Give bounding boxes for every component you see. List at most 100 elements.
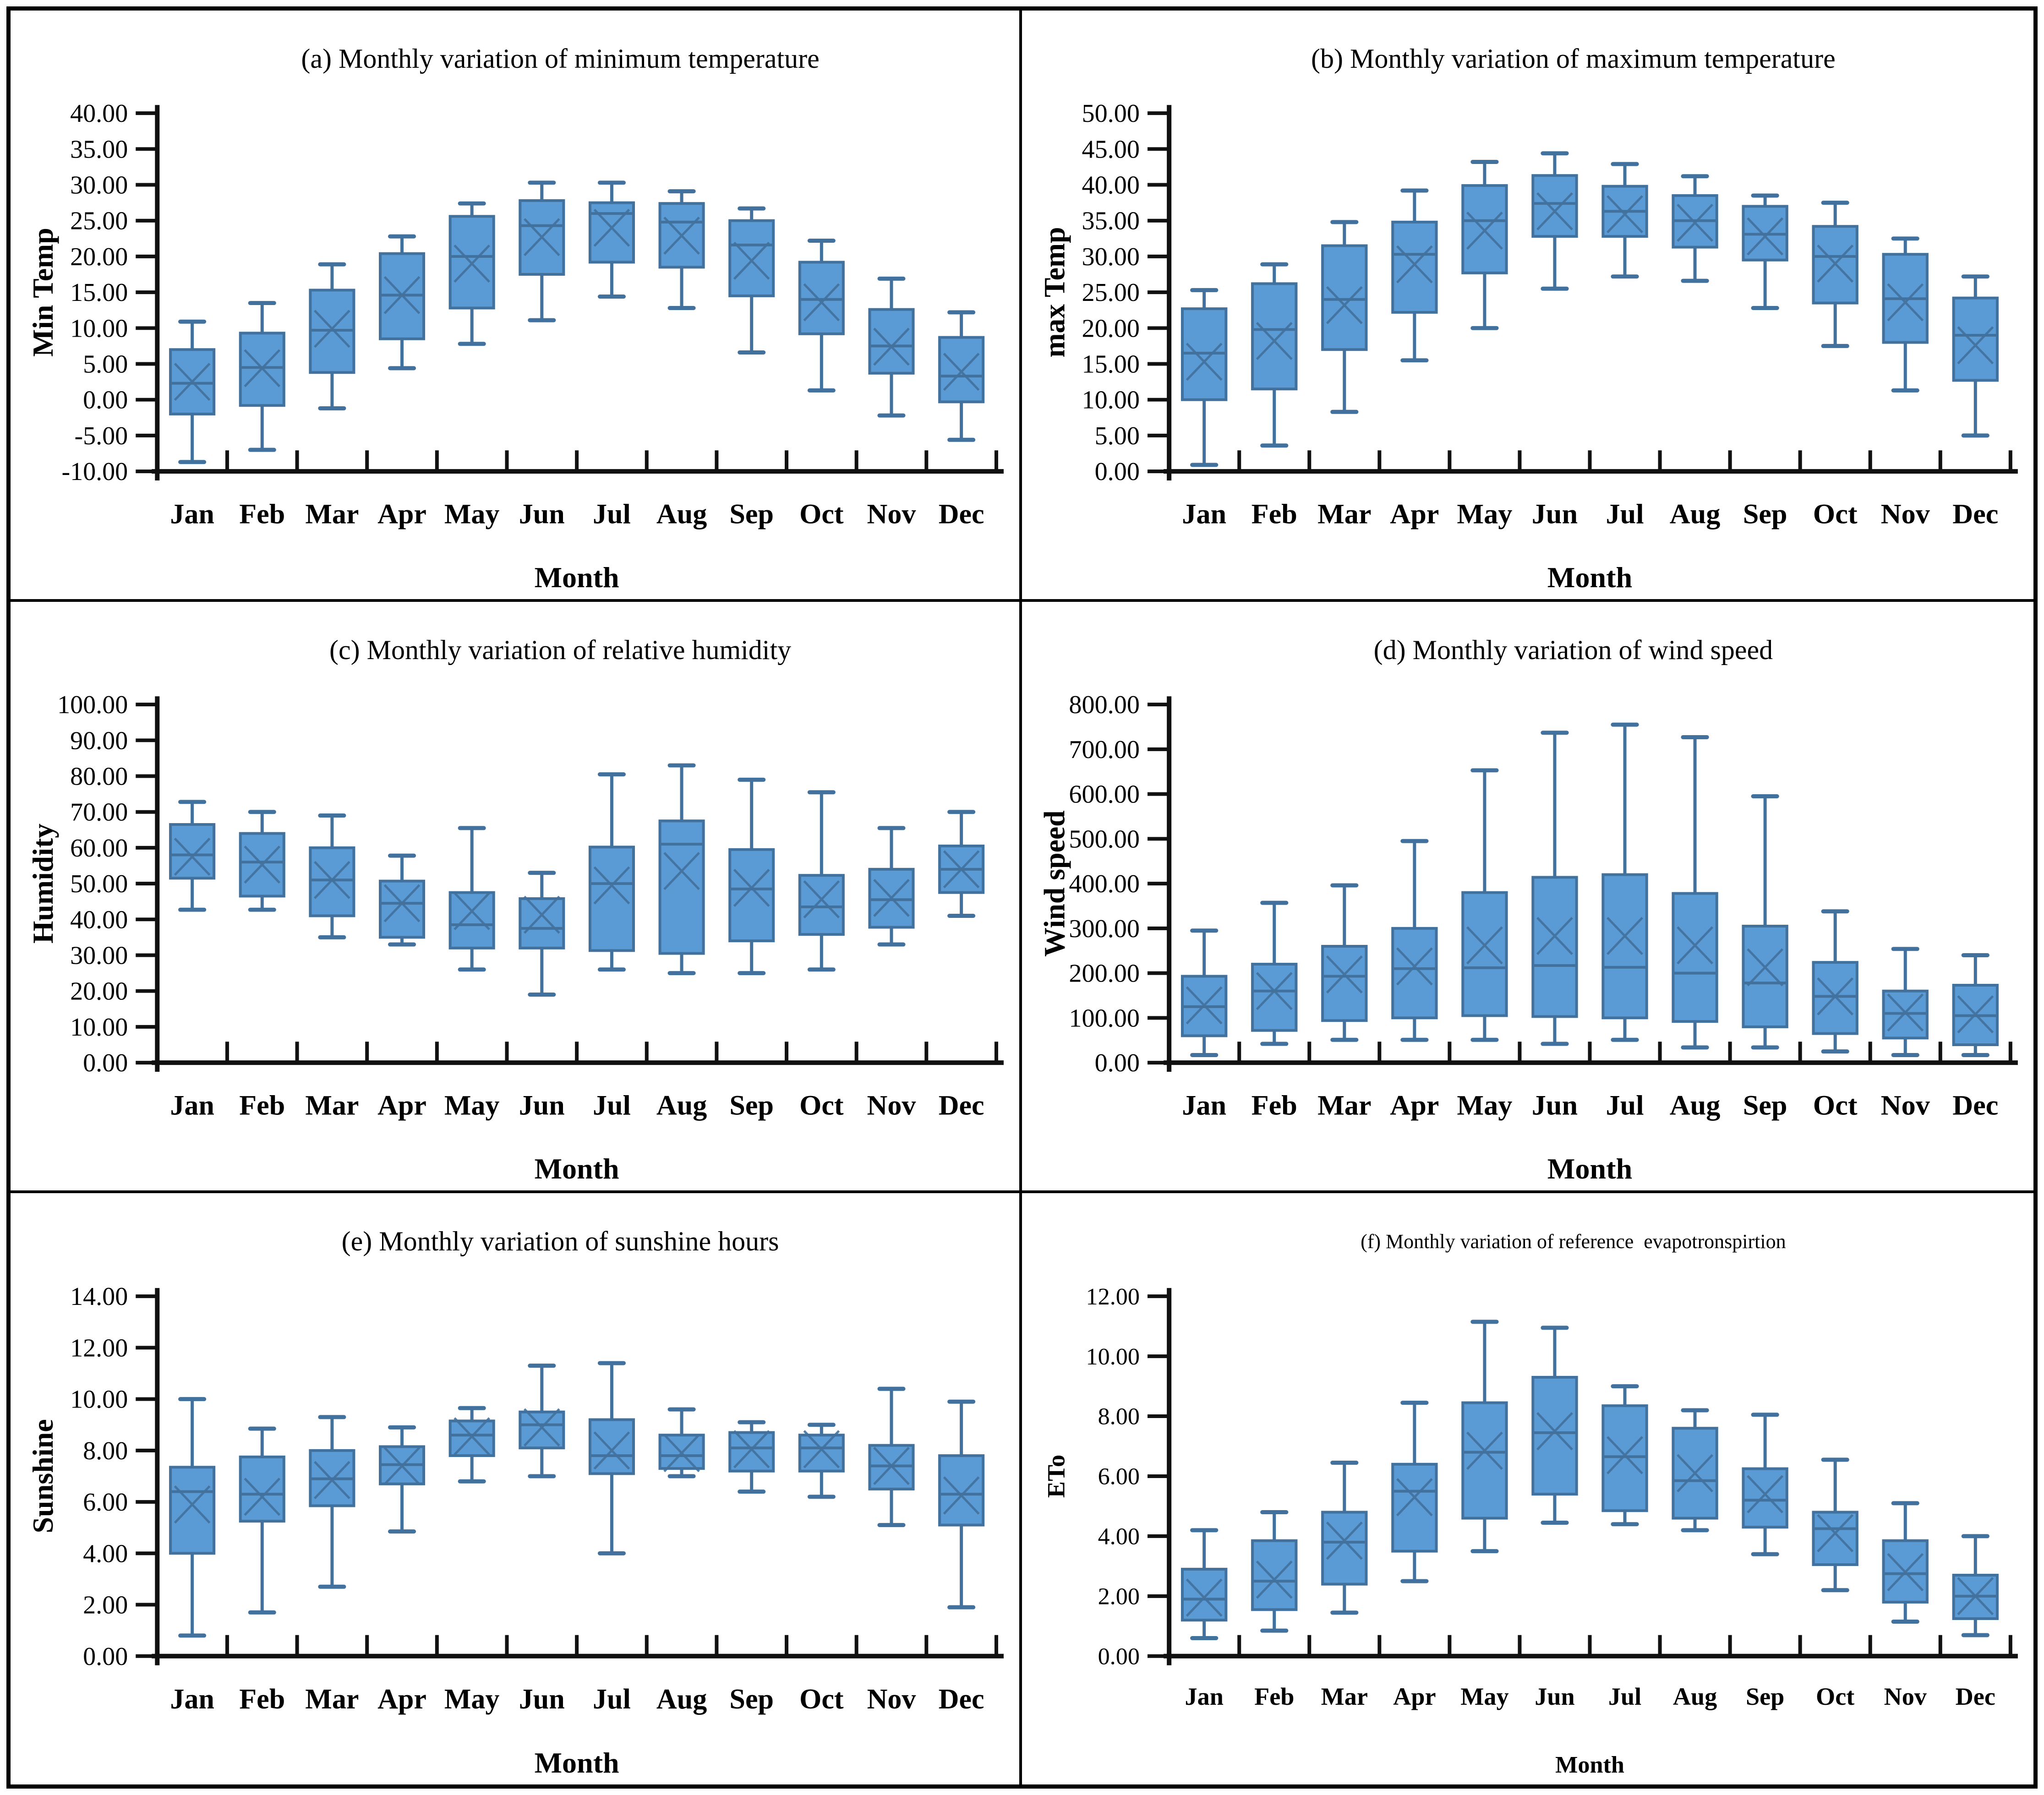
x-tick-label: Jan [170,1090,214,1121]
x-tick-label: Feb [1254,1683,1294,1710]
x-tick-label: Apr [377,1684,426,1715]
panel-c-title: (c) Monthly variation of relative humidi… [329,634,792,665]
y-tick-label: 300.00 [1069,915,1140,943]
mean-x-marker [943,353,980,391]
mean-x-marker [1396,947,1433,986]
box-a-jun [519,180,565,322]
panel-e-chart: Sunshine 14.00 12.00 10.00 8.00 6.00 4.00 2.00 0… [27,1282,1004,1779]
mean-x-marker [383,1446,421,1485]
panel-b: (b) Monthly variation of maximum tempera… [1022,11,2033,602]
box-e-jan [169,1397,216,1638]
y-tick-label: 60.00 [70,834,128,862]
y-tick-label: 0.00 [1098,1644,1140,1670]
x-axis-title: Month [1547,561,1633,594]
box-e-jun [519,1364,565,1479]
x-tick-label: Jul [1606,499,1644,530]
y-tick-label: 20.00 [70,243,128,271]
y-tick-label: 15.00 [1082,350,1139,379]
box-f-feb [1251,1510,1298,1633]
box-d-mar [1321,883,1368,1042]
y-tick-label: 0.00 [83,1049,128,1077]
panel-d-title: (d) Monthly variation of wind speed [1373,634,1773,665]
y-tick-label: 6.00 [1098,1464,1140,1490]
panel-b-title: (b) Monthly variation of maximum tempera… [1311,43,1836,74]
mean-x-marker [1186,986,1223,1025]
mean-x-marker [174,837,211,876]
box-c-may [448,826,495,972]
mean-x-marker [1887,283,1924,322]
box-e-mar [309,1415,355,1589]
x-tick-label: May [444,1684,500,1715]
mean-x-marker [1186,343,1223,381]
panel-f: (f) Monthly variation of reference evapo… [1022,1193,2033,1784]
box-e-aug [658,1407,705,1479]
panel-d: (d) Monthly variation of wind speed Wind… [1022,602,2033,1193]
y-tick-label: 4.00 [1098,1524,1140,1550]
y-tick-label: 100.00 [57,691,128,719]
mean-x-marker [593,1431,630,1470]
mean-x-marker [454,1417,491,1456]
x-tick-label: Nov [867,499,916,530]
x-tick-label: Aug [656,1090,707,1121]
mean-x-marker [1256,1560,1293,1599]
y-tick-label: 50.00 [1082,99,1139,128]
x-tick-label: Feb [239,1090,285,1121]
x-tick-label: Jun [519,1684,565,1715]
mean-x-marker [663,1434,700,1473]
x-tick-label: Mar [1321,1683,1368,1710]
x-tick-label: Aug [656,1684,707,1715]
mean-x-marker [1747,1475,1784,1514]
mean-x-marker [454,892,491,930]
box-d-jan [1181,928,1228,1057]
x-tick-label: Dec [1956,1683,1995,1710]
x-tick-label: Apr [1390,499,1439,530]
mean-x-marker [1466,212,1503,250]
x-tick-label: May [1460,1683,1508,1710]
mean-x-marker [873,1446,910,1485]
x-tick-label: Mar [305,499,359,530]
mean-x-marker [1677,1454,1714,1493]
x-axis-title: Month [535,561,619,594]
y-tick-label: 40.00 [70,99,128,128]
box-a-mar [309,262,355,410]
box-c-mar [309,813,355,939]
mean-x-marker [1466,926,1503,965]
box-f-oct [1812,1457,1858,1593]
box-a-aug [658,189,705,310]
box-c-nov [868,826,915,947]
x-tick-label: Apr [377,1090,426,1121]
mean-x-marker [523,218,560,256]
box-a-may [448,201,495,346]
y-tick-label: 35.00 [70,135,128,164]
mean-x-marker [1396,1478,1433,1517]
panel-a-chart: Min Temp 40.00 35.00 30.00 25.00 20.00 15.00 10… [27,99,1004,594]
y-tick-label: 0.00 [1095,458,1140,486]
mean-x-marker [1817,977,1854,1015]
x-tick-label: Aug [1670,499,1721,530]
mean-x-marker [1607,917,1643,955]
box-d-nov [1882,947,1929,1057]
y-tick-label: 20.00 [1082,314,1139,343]
x-tick-label: Nov [1881,1090,1930,1121]
mean-x-marker [1817,1514,1854,1553]
x-tick-label: Oct [799,499,844,530]
x-tick-label: Sep [729,1684,774,1715]
y-tick-label: 45.00 [1082,135,1139,164]
mean-x-marker [1536,1412,1573,1451]
mean-x-marker [244,349,281,387]
mean-x-marker [1747,217,1784,256]
mean-x-marker [593,866,630,905]
x-tick-label: Apr [1393,1683,1436,1710]
x-tick-label: Dec [1952,1090,1998,1121]
x-tick-label: Apr [377,499,426,530]
x-tick-label: Jan [170,1684,214,1715]
box-b-sep [1742,193,1788,310]
panel-b-chart: max Temp 50.00 45.00 40.00 35.00 30.00 25.00 20… [1038,99,2018,594]
x-tick-label: Mar [305,1684,359,1715]
y-tick-label: 15.00 [70,278,128,307]
box-b-aug [1672,174,1718,283]
box-d-jun [1531,731,1578,1046]
y-tick-label: 100.00 [1069,1004,1140,1032]
y-tick-label: 500.00 [1069,825,1140,854]
